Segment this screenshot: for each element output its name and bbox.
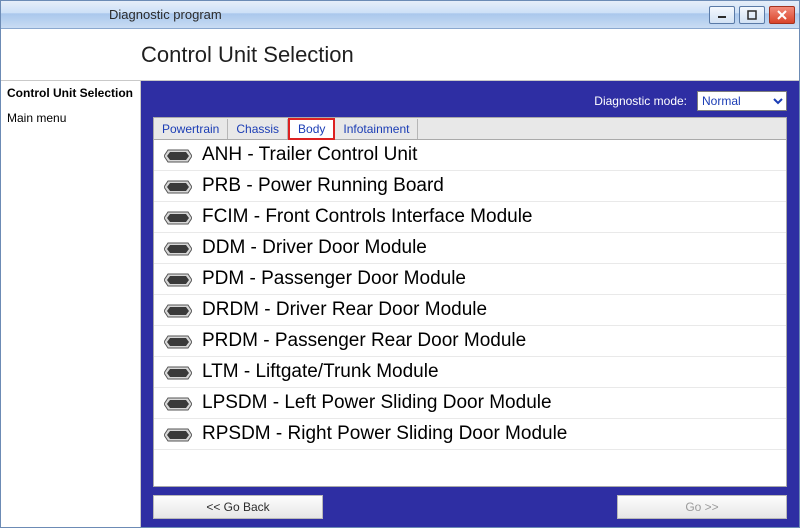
list-item[interactable]: LPSDM - Left Power Sliding Door Module (154, 388, 786, 419)
diagnostic-mode-label: Diagnostic mode: (594, 94, 687, 108)
list-item[interactable]: FCIM - Front Controls Interface Module (154, 202, 786, 233)
page-title: Control Unit Selection (141, 42, 354, 68)
tab-infotainment[interactable]: Infotainment (335, 119, 418, 139)
content-body: Control Unit Selection Main menu Diagnos… (1, 81, 799, 527)
maximize-icon (747, 10, 757, 20)
module-icon (164, 423, 192, 445)
window-title: Diagnostic program (105, 7, 709, 22)
list-item[interactable]: DRDM - Driver Rear Door Module (154, 295, 786, 326)
main-panel: Diagnostic mode: Normal Powertrain Chass… (141, 81, 799, 527)
go-back-button[interactable]: << Go Back (153, 495, 323, 519)
module-list[interactable]: ANH - Trailer Control Unit PRB - Power R… (153, 139, 787, 487)
module-label: LPSDM - Left Power Sliding Door Module (202, 392, 552, 414)
sidebar-item-main-menu[interactable]: Main menu (7, 110, 134, 127)
window-controls (709, 6, 795, 24)
close-icon (777, 10, 787, 20)
module-icon (164, 206, 192, 228)
module-label: DRDM - Driver Rear Door Module (202, 299, 487, 321)
maximize-button[interactable] (739, 6, 765, 24)
module-icon (164, 144, 192, 166)
tab-strip: Powertrain Chassis Body Infotainment (153, 117, 787, 139)
module-icon (164, 361, 192, 383)
page-header: Control Unit Selection (1, 29, 799, 81)
brand-logo (17, 7, 97, 23)
list-item[interactable]: PRDM - Passenger Rear Door Module (154, 326, 786, 357)
module-label: PRB - Power Running Board (202, 175, 444, 197)
list-item[interactable]: LTM - Liftgate/Trunk Module (154, 357, 786, 388)
button-row: << Go Back Go >> (153, 495, 787, 519)
module-label: RPSDM - Right Power Sliding Door Module (202, 423, 567, 445)
module-icon (164, 268, 192, 290)
module-label: PDM - Passenger Door Module (202, 268, 466, 290)
list-item[interactable]: PDM - Passenger Door Module (154, 264, 786, 295)
go-button[interactable]: Go >> (617, 495, 787, 519)
minimize-icon (717, 10, 727, 20)
module-label: FCIM - Front Controls Interface Module (202, 206, 533, 228)
module-icon (164, 330, 192, 352)
module-icon (164, 175, 192, 197)
list-item[interactable]: DDM - Driver Door Module (154, 233, 786, 264)
list-item[interactable]: RPSDM - Right Power Sliding Door Module (154, 419, 786, 450)
diagnostic-mode-row: Diagnostic mode: Normal (153, 91, 787, 111)
module-icon (164, 392, 192, 414)
tab-body[interactable]: Body (288, 118, 335, 140)
tab-powertrain[interactable]: Powertrain (154, 119, 228, 139)
list-item[interactable]: PRB - Power Running Board (154, 171, 786, 202)
app-window: Diagnostic program Control Unit Selectio… (0, 0, 800, 528)
tab-chassis[interactable]: Chassis (228, 119, 288, 139)
sidebar: Control Unit Selection Main menu (1, 81, 141, 527)
close-button[interactable] (769, 6, 795, 24)
minimize-button[interactable] (709, 6, 735, 24)
sidebar-item-control-unit[interactable]: Control Unit Selection (7, 85, 134, 102)
module-label: ANH - Trailer Control Unit (202, 144, 417, 166)
list-item[interactable]: ANH - Trailer Control Unit (154, 140, 786, 171)
module-label: DDM - Driver Door Module (202, 237, 427, 259)
module-label: PRDM - Passenger Rear Door Module (202, 330, 526, 352)
module-icon (164, 237, 192, 259)
module-label: LTM - Liftgate/Trunk Module (202, 361, 439, 383)
diagnostic-mode-select[interactable]: Normal (697, 91, 787, 111)
module-icon (164, 299, 192, 321)
title-bar: Diagnostic program (1, 1, 799, 29)
